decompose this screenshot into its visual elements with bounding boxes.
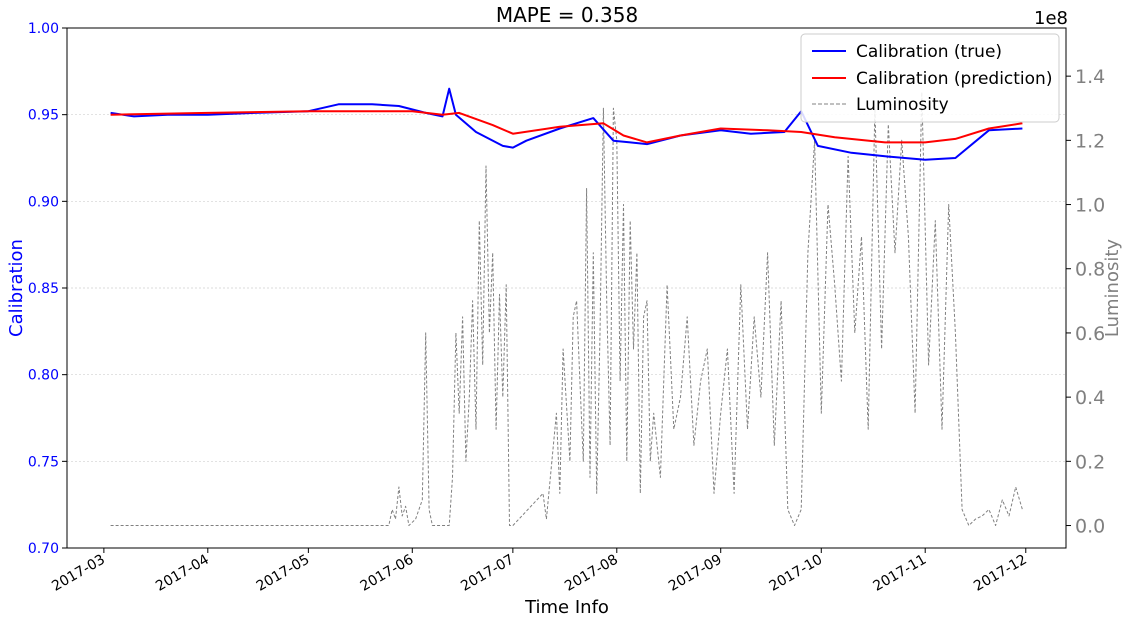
legend-label-prediction: Calibration (prediction): [856, 69, 1052, 89]
chart-title: MAPE = 0.358: [496, 3, 638, 27]
series-line-calibration-prediction: [110, 110, 1023, 144]
y-right-tick-label-6: 1.2: [1075, 130, 1105, 152]
legend-box: [800, 33, 1060, 123]
x-tick-label-1: 2017-04: [153, 552, 212, 595]
right-axis-multiplier: 1e8: [1034, 8, 1068, 29]
x-tick-label-4: 2017-07: [458, 552, 517, 595]
x-tick-label-8: 2017-11: [871, 552, 930, 595]
y-right-axis-label: Luminosity: [1102, 239, 1123, 338]
luminosity-layer: [110, 91, 1023, 526]
y-left-tick-label-3: 0.85: [28, 281, 59, 297]
x-tick-label-6: 2017-09: [666, 552, 725, 595]
legend-label-true: Calibration (true): [856, 42, 1002, 62]
x-tick-label-7: 2017-10: [767, 552, 826, 595]
y-right-tick-label-3: 0.6: [1075, 323, 1105, 345]
x-tick-label-2: 2017-05: [254, 552, 313, 595]
y-right-tick-label-7: 1.4: [1075, 66, 1105, 88]
x-tick-label-5: 2017-08: [562, 552, 621, 595]
legend: Calibration (true) Calibration (predicti…: [800, 33, 1060, 123]
y-right-tick-label-0: 0.0: [1075, 516, 1105, 538]
x-tick-layer: 2017-03 2017-04 2017-05 2017-06 2017-07 2017-…: [49, 548, 1030, 595]
y-right-tick-label-2: 0.4: [1075, 387, 1105, 409]
y-right-tick-label-5: 1.0: [1075, 195, 1105, 217]
x-axis-label: Time Info: [524, 597, 609, 618]
y-left-tick-label-0: 0.70: [28, 541, 59, 557]
calibration-layer: [110, 87, 1023, 161]
y-left-tick-label-5: 0.95: [28, 108, 59, 124]
series-line-calibration-true: [110, 87, 1023, 161]
x-tick-label-9: 2017-12: [971, 552, 1030, 595]
y-right-tick-label-1: 0.2: [1075, 451, 1105, 473]
legend-label-luminosity: Luminosity: [856, 95, 949, 115]
x-tick-label-0: 2017-03: [49, 552, 108, 595]
y-left-tick-label-6: 1.00: [28, 21, 59, 37]
y-left-tick-layer: 0.70 0.75 0.80 0.85 0.90 0.95 1.00: [28, 21, 67, 557]
y-left-tick-label-2: 0.80: [28, 368, 59, 384]
x-tick-label-3: 2017-06: [358, 552, 417, 595]
y-right-tick-label-4: 0.8: [1075, 259, 1105, 281]
y-left-tick-label-4: 0.90: [28, 194, 59, 210]
y-right-tick-layer: 0.0 0.2 0.4 0.6 0.8 1.0 1.2 1.4: [1066, 66, 1105, 538]
series-line-luminosity: [110, 91, 1023, 526]
y-left-axis-label: Calibration: [6, 239, 27, 337]
y-left-tick-label-1: 0.75: [28, 454, 59, 470]
